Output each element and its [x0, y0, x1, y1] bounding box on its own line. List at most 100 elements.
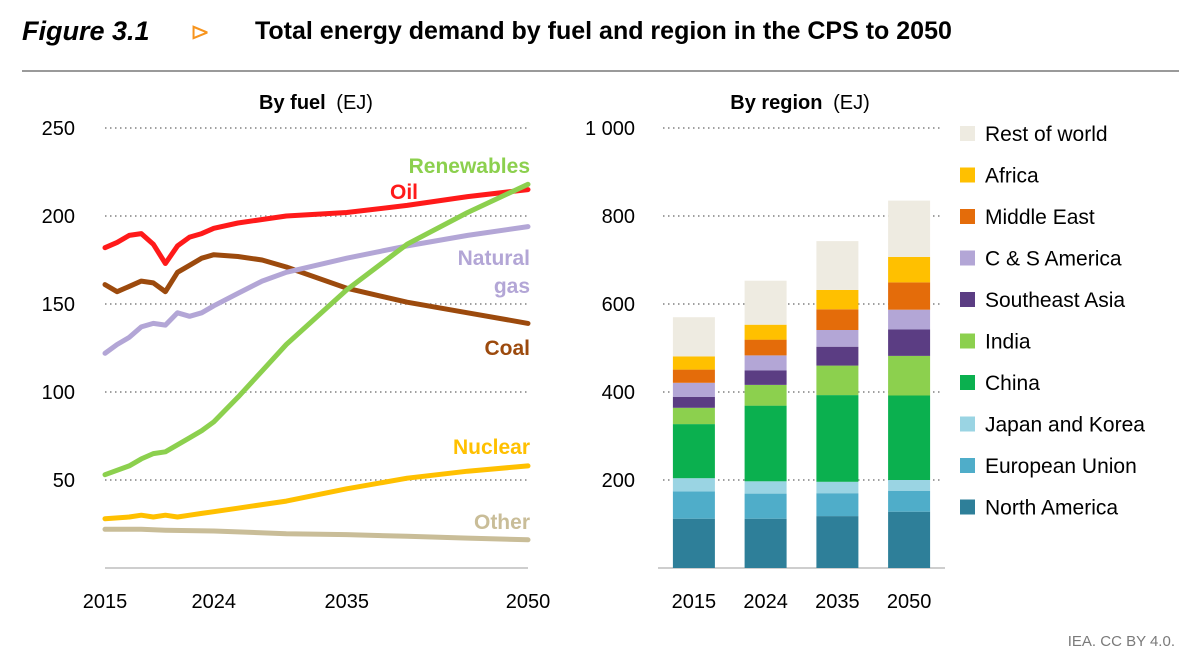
series-line-coal — [102, 252, 531, 326]
x-tick-label: 2035 — [815, 591, 860, 613]
bar-segment-southeast-asia-2024 — [744, 370, 787, 385]
bar-segment-japan-and-korea-2035 — [816, 481, 859, 494]
header-divider — [22, 70, 1179, 72]
bar-segment-china-2015 — [672, 424, 715, 479]
bar-segment-european-union-2035 — [816, 493, 859, 517]
x-tick-label: 2024 — [192, 591, 237, 613]
by-fuel-title: By fuel (EJ) — [259, 92, 373, 114]
y-tick-label: 50 — [53, 470, 75, 492]
y-tick-label: 150 — [42, 294, 75, 316]
bar-segment-north-america-2050 — [888, 511, 931, 568]
x-tick-label: 2015 — [83, 591, 128, 613]
bar-segment-africa-2050 — [888, 256, 931, 283]
x-tick-label: 2050 — [887, 591, 932, 613]
by-fuel-chart: By fuel (EJ) 50 100 150 200 250 2015 2024 2035… — [42, 92, 551, 613]
bar-segment-north-america-2015 — [672, 518, 715, 568]
by-region-title: By region (EJ) — [730, 92, 869, 114]
bar-segment-north-america-2024 — [744, 518, 787, 568]
bar-segment-china-2050 — [888, 395, 931, 480]
legend-swatch-north-america — [960, 499, 975, 515]
bar-segment-c-and-s-america-2050 — [888, 309, 931, 330]
y-tick-label: 1 000 — [585, 118, 635, 140]
bar-segment-india-2015 — [672, 407, 715, 425]
legend-label-southeast-asia: Southeast Asia — [985, 289, 1125, 312]
bar-segment-c-and-s-america-2035 — [816, 330, 859, 347]
series-label-nuclear: Nuclear — [453, 436, 530, 459]
legend-swatch-c-and-s-america — [960, 250, 975, 266]
bar-segment-india-2024 — [744, 385, 787, 406]
series-line-oil — [102, 187, 531, 266]
by-fuel-title-bold: By fuel — [259, 92, 326, 114]
series-line-natural-gas — [102, 224, 531, 356]
legend-swatch-european-union — [960, 458, 975, 473]
series-label-other: Other — [474, 511, 530, 534]
bar-segment-southeast-asia-2015 — [672, 396, 715, 408]
series-label-coal: Coal — [484, 337, 530, 360]
bar-segment-rest-of-world-2050 — [888, 200, 931, 257]
figure-title: Total energy demand by fuel and region i… — [255, 17, 952, 45]
legend-label-c-and-s-america: C & S America — [985, 248, 1122, 271]
x-tick-label: 2035 — [324, 591, 369, 613]
series-line-renewables — [102, 181, 531, 478]
bar-segment-european-union-2015 — [672, 491, 715, 519]
bar-segment-middle-east-2050 — [888, 282, 931, 310]
y-tick-label: 200 — [602, 470, 635, 492]
bar-segment-middle-east-2024 — [744, 339, 787, 356]
legend-label-european-union: European Union — [985, 455, 1137, 478]
bar-segment-africa-2015 — [672, 356, 715, 370]
bar-segment-china-2024 — [744, 405, 787, 482]
series-label-natural-gas: gas — [494, 275, 530, 298]
bar-segment-rest-of-world-2015 — [672, 317, 715, 357]
x-tick-label: 2024 — [743, 591, 788, 613]
bar-segment-european-union-2024 — [744, 493, 787, 519]
bar-segment-north-america-2035 — [816, 516, 859, 568]
by-region-title-bold: By region — [730, 92, 822, 114]
legend-label-middle-east: Middle East — [985, 206, 1095, 229]
legend-label-japan-and-korea: Japan and Korea — [985, 414, 1145, 437]
y-tick-label: 250 — [42, 118, 75, 140]
legend-swatch-africa — [960, 167, 975, 183]
series-line-nuclear — [102, 463, 531, 522]
legend-label-north-america: North America — [985, 497, 1118, 520]
bar-segment-middle-east-2015 — [672, 369, 715, 383]
by-region-chart: By region (EJ) 200 400 600 800 1 000 2015 202… — [585, 92, 1145, 613]
bar-segment-india-2050 — [888, 355, 931, 396]
series-label-natural-gas: Natural — [458, 247, 530, 270]
bar-segment-rest-of-world-2035 — [816, 241, 859, 290]
y-tick-label: 600 — [602, 294, 635, 316]
bar-segment-japan-and-korea-2024 — [744, 481, 787, 494]
legend-swatch-china — [960, 375, 975, 390]
bar-segment-africa-2035 — [816, 289, 859, 310]
y-tick-label: 200 — [42, 206, 75, 228]
bar-segment-c-and-s-america-2024 — [744, 355, 787, 371]
bar-segment-china-2035 — [816, 395, 859, 482]
bar-segment-southeast-asia-2050 — [888, 329, 931, 356]
legend-swatch-japan-and-korea — [960, 416, 975, 432]
legend-swatch-southeast-asia — [960, 292, 975, 307]
bar-segment-japan-and-korea-2015 — [672, 478, 715, 492]
y-tick-label: 100 — [42, 382, 75, 404]
x-tick-label: 2015 — [672, 591, 717, 613]
bar-segment-japan-and-korea-2050 — [888, 480, 931, 491]
by-fuel-title-unit: (EJ) — [336, 92, 373, 114]
y-tick-label: 400 — [602, 382, 635, 404]
series-line-other — [102, 526, 531, 543]
y-tick-label: 800 — [602, 206, 635, 228]
bar-segment-southeast-asia-2035 — [816, 346, 859, 366]
x-tick-label: 2050 — [506, 591, 551, 613]
legend-swatch-rest-of-world — [960, 126, 975, 141]
legend-label-rest-of-world: Rest of world — [985, 123, 1108, 146]
series-label-renewables: Renewables — [409, 155, 530, 178]
bar-segment-africa-2024 — [744, 324, 787, 340]
bar-segment-india-2035 — [816, 365, 859, 396]
by-region-title-unit: (EJ) — [833, 92, 870, 114]
bar-segment-c-and-s-america-2015 — [672, 382, 715, 397]
legend-label-china: China — [985, 372, 1040, 395]
series-label-oil: Oil — [390, 181, 418, 204]
figure-header: Figure 3.1 ⊳ Total energy demand by fuel… — [22, 10, 1182, 60]
credit-text: IEA. CC BY 4.0. — [1067, 633, 1175, 650]
bar-segment-european-union-2050 — [888, 491, 931, 512]
figure-arrow-icon: ⊳ — [190, 19, 211, 46]
bar-segment-rest-of-world-2024 — [744, 280, 787, 325]
legend-label-africa: Africa — [985, 165, 1039, 188]
